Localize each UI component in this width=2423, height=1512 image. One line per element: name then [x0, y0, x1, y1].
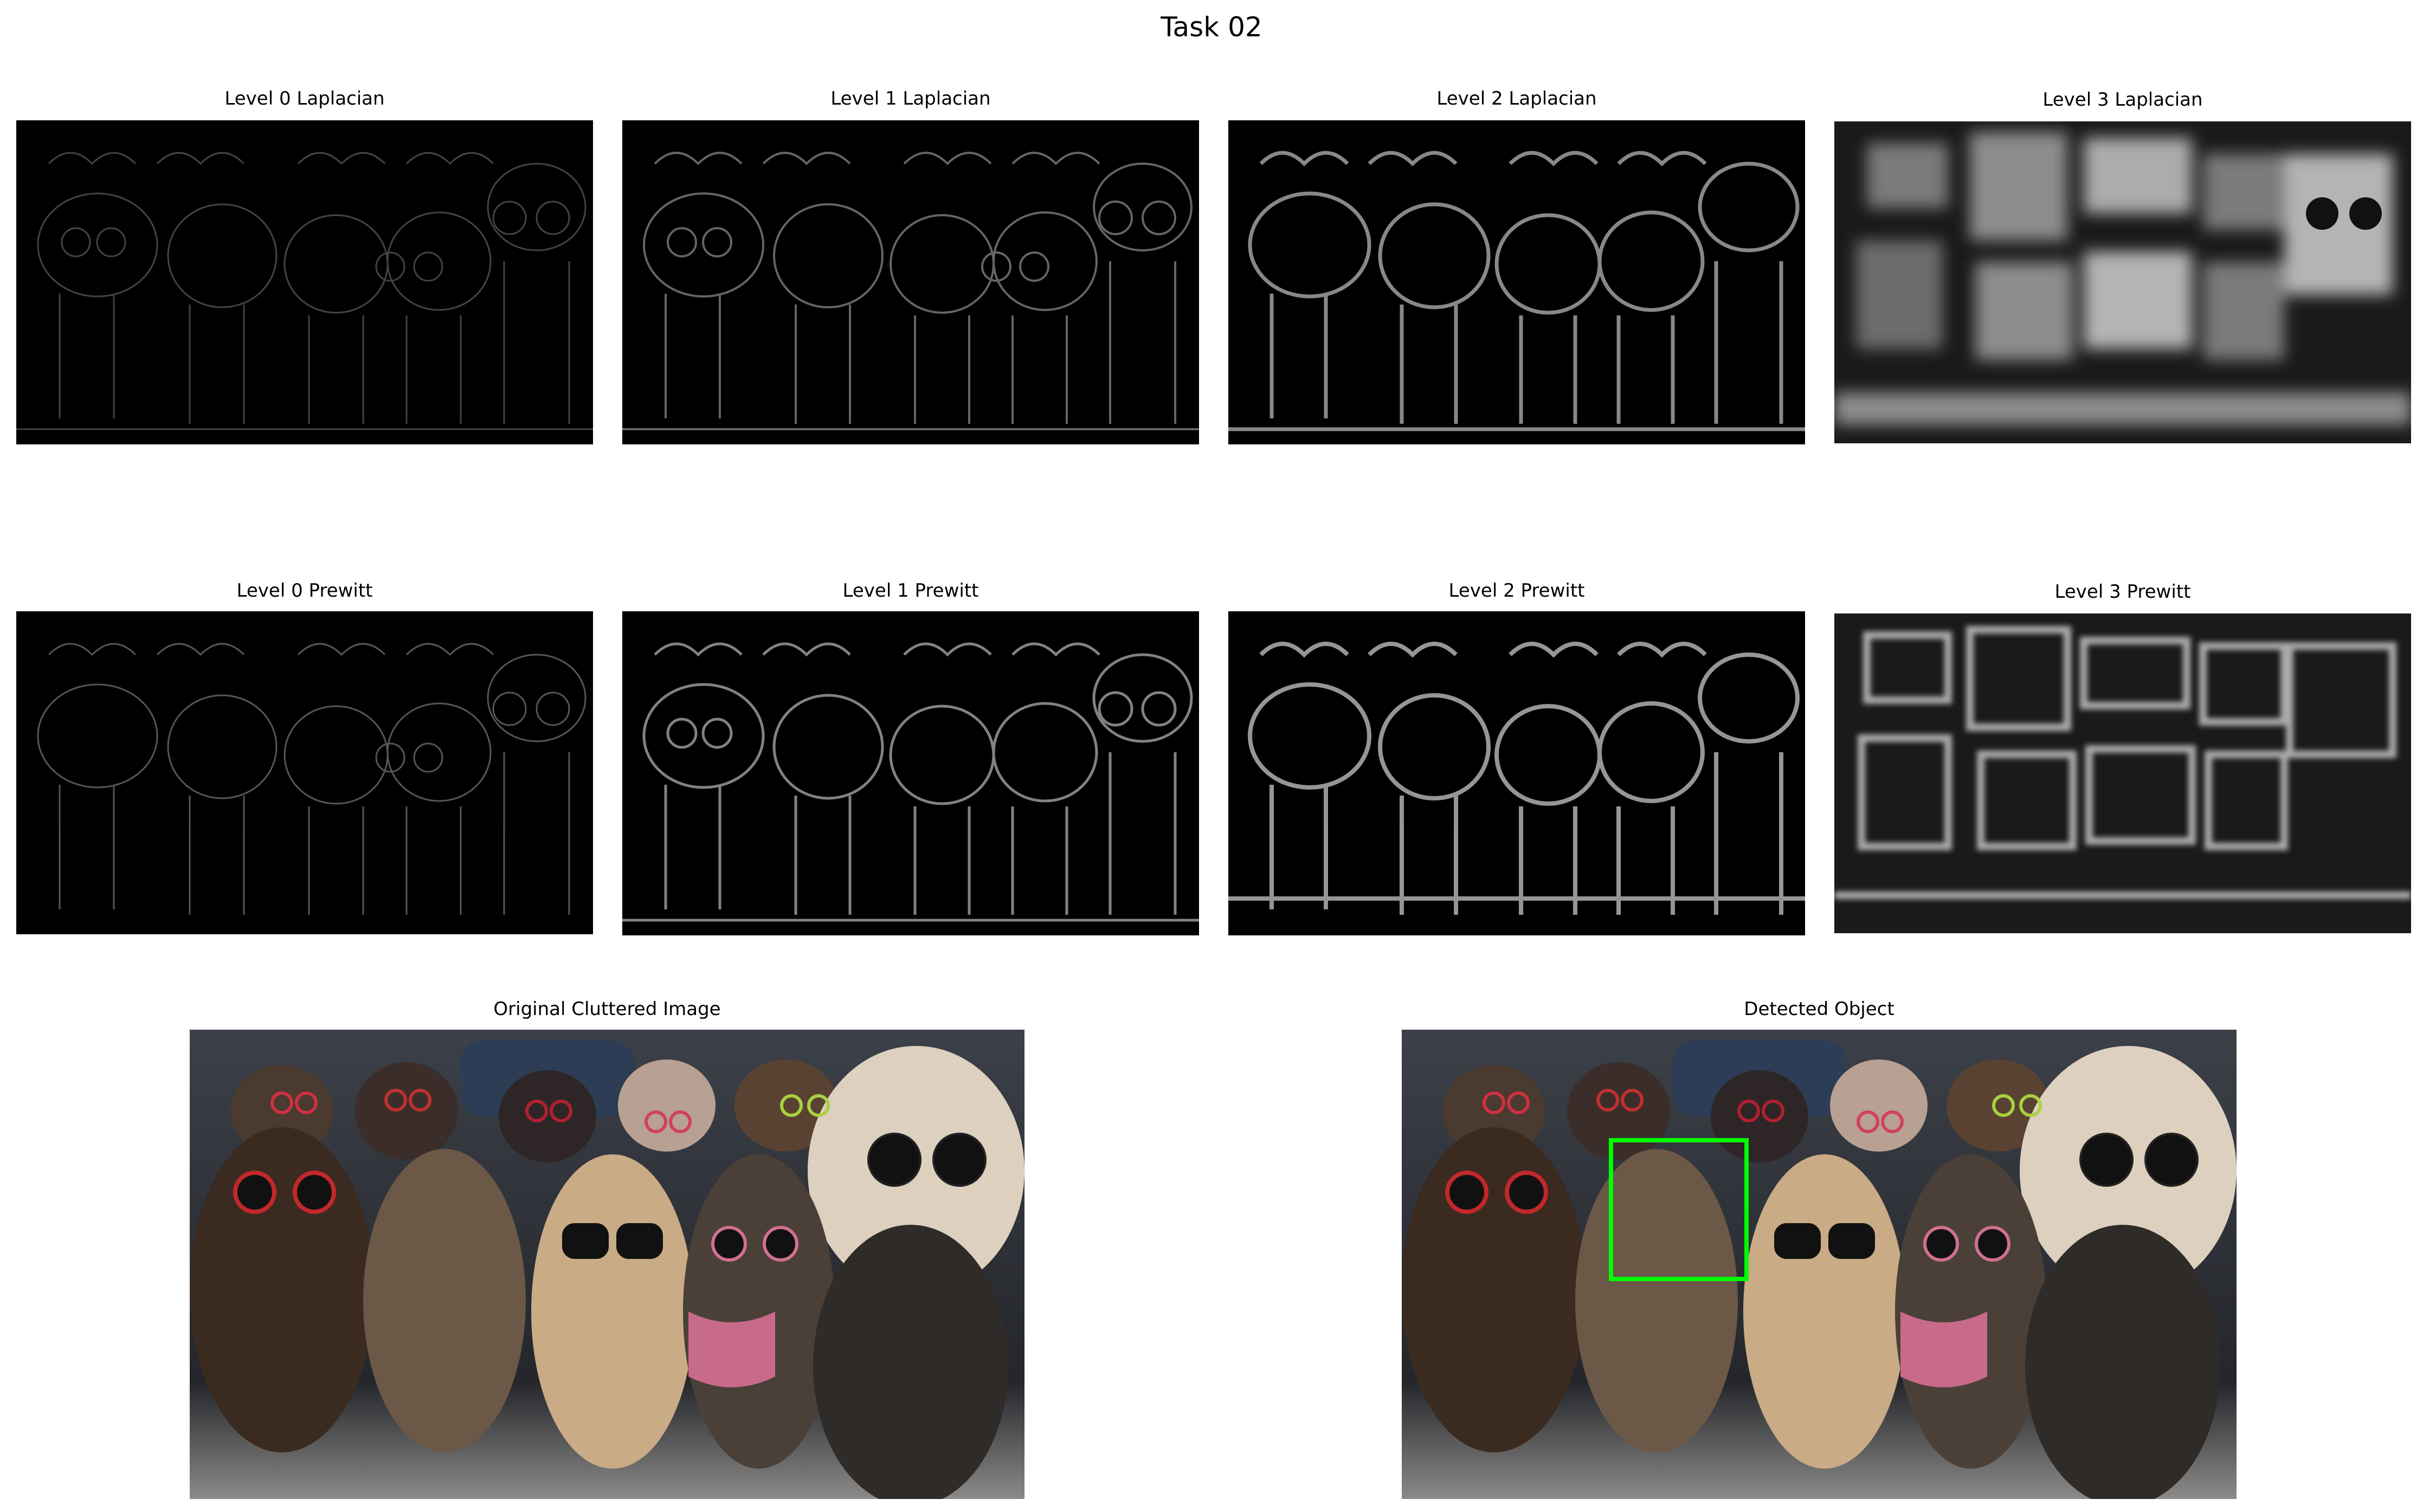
- title-level1-prewitt: Level 1 Prewitt: [842, 580, 979, 602]
- edge-map-image: [1834, 132, 2411, 425]
- edge-map-image: [622, 642, 1199, 922]
- title-detected-object: Detected Object: [1744, 998, 1894, 1020]
- level1-laplacian-image: [622, 120, 1199, 444]
- edge-map-image: [1228, 642, 1805, 915]
- original-image: [190, 1030, 1024, 1499]
- title-level3-prewitt: Level 3 Prewitt: [2054, 581, 2191, 603]
- level0-laplacian-image: [16, 120, 593, 444]
- title-level1-laplacian: Level 1 Laplacian: [830, 88, 991, 109]
- title-original-image: Original Cluttered Image: [493, 998, 721, 1020]
- level3-laplacian-image: [1834, 121, 2411, 443]
- level2-prewitt-image: [1228, 611, 1805, 935]
- title-level0-laplacian: Level 0 Laplacian: [224, 88, 385, 109]
- title-level2-laplacian: Level 2 Laplacian: [1436, 88, 1597, 109]
- title-level0-prewitt: Level 0 Prewitt: [236, 580, 373, 602]
- cats-with-sunglasses-photo: [190, 1030, 1024, 1499]
- edge-map-image: [16, 152, 593, 430]
- figure-title: Task 02: [1161, 11, 1262, 43]
- edge-map-image: [1834, 626, 2411, 899]
- level3-prewitt-image: [1834, 613, 2411, 933]
- detected-image: [1402, 1030, 2237, 1499]
- edge-map-image: [1228, 151, 1805, 431]
- level2-laplacian-image: [1228, 120, 1805, 444]
- cats-with-sunglasses-photo: [1402, 1030, 2237, 1499]
- edge-map-image: [37, 643, 587, 915]
- title-level2-prewitt: Level 2 Prewitt: [1448, 580, 1585, 602]
- level1-prewitt-image: [622, 611, 1199, 935]
- detection-bounding-box: [1609, 1138, 1749, 1281]
- title-level3-laplacian: Level 3 Laplacian: [2042, 89, 2203, 111]
- edge-map-image: [622, 152, 1199, 430]
- level0-prewitt-image: [16, 611, 593, 934]
